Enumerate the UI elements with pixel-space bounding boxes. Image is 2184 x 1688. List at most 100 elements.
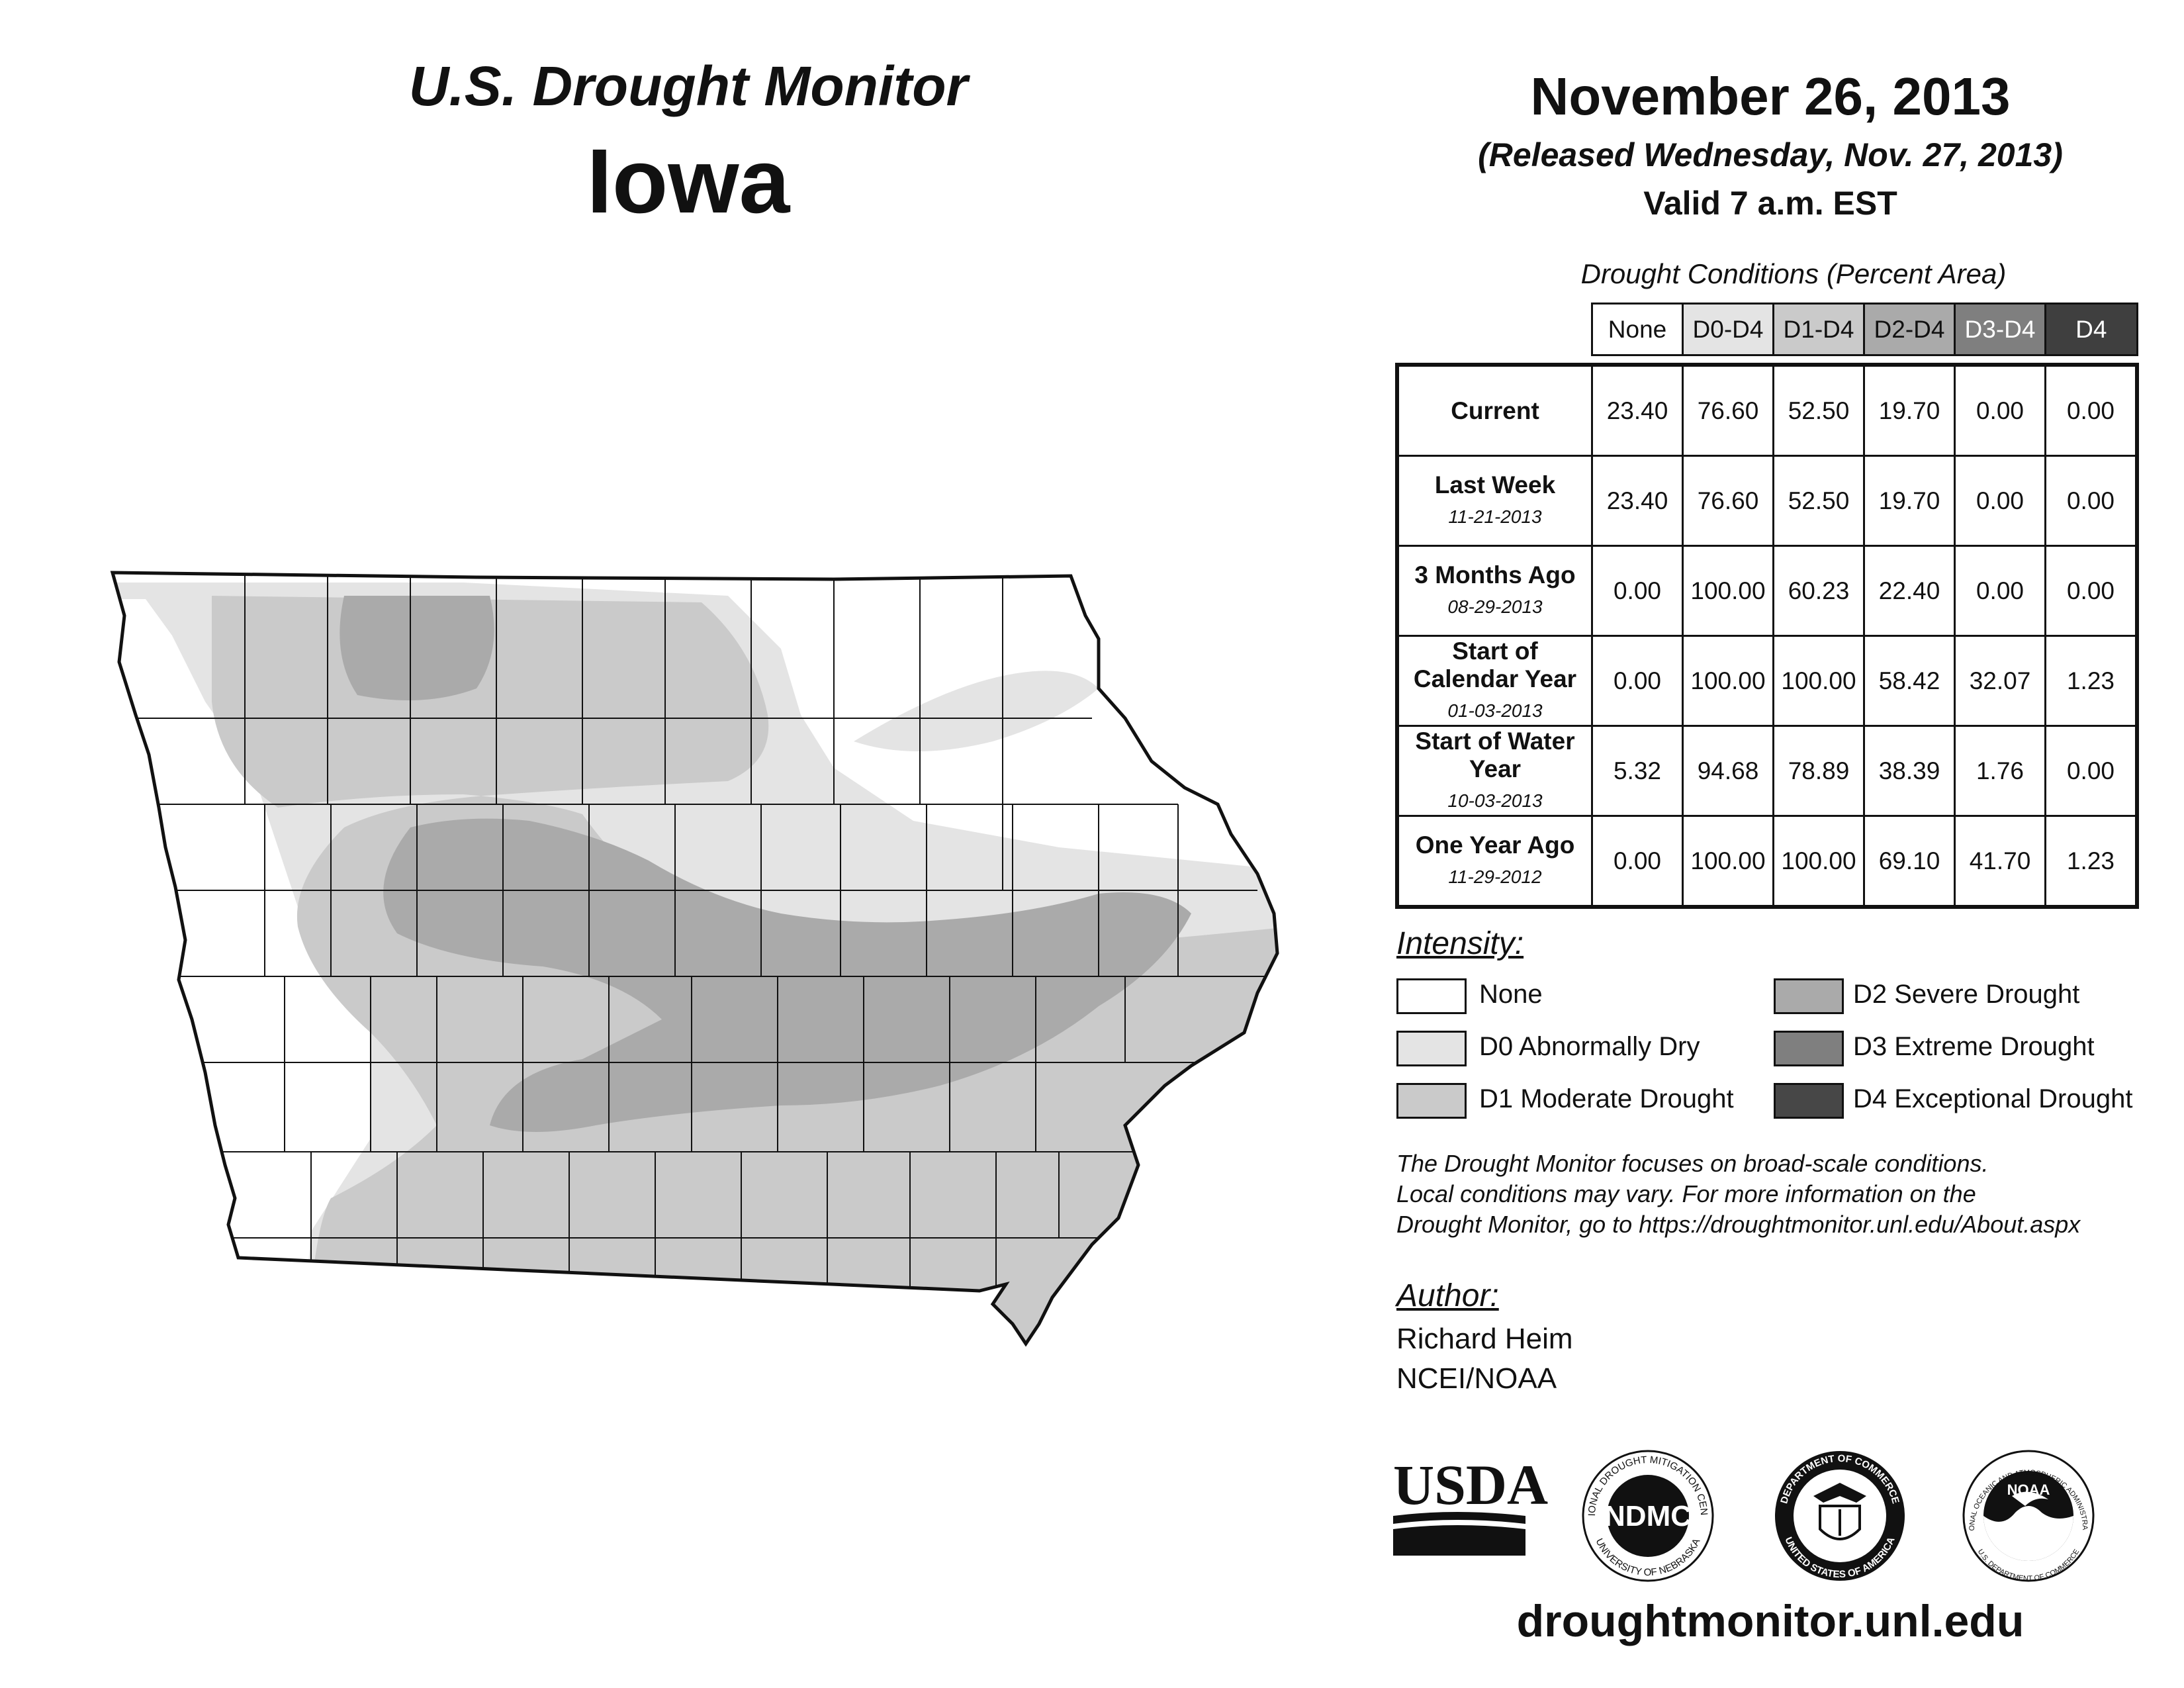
table-caption: Drought Conditions (Percent Area) [1580, 258, 2007, 289]
table-cell: 1.23 [2044, 635, 2138, 727]
valid-time: Valid 7 a.m. EST [1643, 185, 1897, 222]
d2-north-area [340, 596, 494, 700]
table-row: Start of Water Year 10-03-2013 5.32 94.68… [1396, 725, 2138, 817]
noaa-logo: NOAA NATIONAL OCEANIC AND ATMOSPHERIC AD… [1962, 1450, 2095, 1582]
table-row: 3 Months Ago 08-29-2013 0.00 100.00 60.23… [1396, 545, 2138, 637]
table-cell: 0.00 [1954, 455, 2046, 547]
table-cell: 41.70 [1954, 815, 2046, 908]
table-row: Start of Calendar Year 01-03-2013 0.00 10… [1396, 635, 2138, 727]
table-cell: 76.60 [1682, 455, 1774, 547]
table-row: One Year Ago 11-29-2012 0.00 100.00 100.0… [1396, 815, 2138, 908]
table-cell: 1.23 [2044, 815, 2138, 908]
map-date: November 26, 2013 [1530, 67, 2011, 126]
legend-title: Intensity: [1396, 926, 1524, 961]
legend-swatch-d4 [1774, 1083, 1844, 1119]
drought-statistics-table: None D0-D4 D1-D4 D2-D4 D3-D4 D4 Current … [1395, 303, 2139, 909]
table-cell: 19.70 [1863, 455, 1956, 547]
table-cell: 78.89 [1772, 725, 1865, 817]
d0-northeast-area [854, 671, 1099, 751]
table-cell: 100.00 [1772, 815, 1865, 908]
disclaimer-text: The Drought Monitor focuses on broad-sca… [1396, 1149, 2158, 1240]
shield-icon [1819, 1505, 1861, 1540]
table-cell: 69.10 [1863, 815, 1956, 908]
legend-swatch-d3 [1774, 1031, 1844, 1066]
legend-label-d0: D0 Abnormally Dry [1479, 1032, 1700, 1061]
eagle-icon [1813, 1483, 1866, 1503]
table-cell: 0.00 [2044, 725, 2138, 817]
row-label-last-week: Last Week 11-21-2013 [1396, 455, 1593, 547]
table-cell: 100.00 [1682, 815, 1774, 908]
table-cell: 94.68 [1682, 725, 1774, 817]
author-name: Richard Heim [1396, 1323, 1573, 1355]
legend-swatch-d1 [1396, 1083, 1467, 1119]
table-cell: 76.60 [1682, 363, 1774, 457]
seagull-icon [2012, 1491, 2048, 1506]
table-cell: 0.00 [2044, 363, 2138, 457]
table-cell: 23.40 [1591, 455, 1684, 547]
col-header-d4: D4 [2044, 303, 2138, 356]
disclaimer-line: Drought Monitor, go to https://droughtmo… [1396, 1211, 2081, 1238]
legend-swatch-d2 [1774, 978, 1844, 1014]
header-blank [1397, 304, 1592, 355]
table-cell: 0.00 [1591, 815, 1684, 908]
row-label-current: Current [1396, 363, 1593, 457]
table-cell: 1.76 [1954, 725, 2046, 817]
legend-label-d2: D2 Severe Drought [1853, 980, 2080, 1009]
table-cell: 0.00 [1954, 363, 2046, 457]
row-label-start-calendar-year: Start of Calendar Year 01-03-2013 [1396, 635, 1593, 727]
table-cell: 100.00 [1682, 635, 1774, 727]
usda-logo: USDA [1393, 1453, 1548, 1556]
table-cell: 32.07 [1954, 635, 2046, 727]
d2-severe-drought-area [383, 818, 1191, 1132]
map-title: U.S. Drought Monitor [408, 55, 968, 117]
table-cell: 0.00 [2044, 455, 2138, 547]
agency-logos: USDA NDMC NATIONAL DROUGHT MITIGATION CE… [1393, 1450, 2095, 1582]
legend-label-d3: D3 Extreme Drought [1853, 1032, 2095, 1061]
row-label-one-year-ago: One Year Ago 11-29-2012 [1396, 815, 1593, 908]
ndmc-logo: NDMC NATIONAL DROUGHT MITIGATION CENTER … [1582, 1450, 1714, 1582]
usda-text: USDA [1393, 1453, 1548, 1517]
table-cell: 19.70 [1863, 363, 1956, 457]
release-date: (Released Wednesday, Nov. 27, 2013) [1478, 136, 2063, 173]
table-cell: 58.42 [1863, 635, 1956, 727]
state-name: Iowa [586, 130, 790, 232]
legend-swatch-none [1396, 978, 1467, 1014]
author-heading: Author: [1396, 1278, 1499, 1313]
ndmc-text: NDMC [1604, 1500, 1692, 1532]
table-cell: 0.00 [1954, 545, 2046, 637]
table-cell: 0.00 [2044, 545, 2138, 637]
legend-label-none: None [1479, 980, 1543, 1009]
col-header-d1-d4: D1-D4 [1772, 303, 1865, 356]
row-label-3-months-ago: 3 Months Ago 08-29-2013 [1396, 545, 1593, 637]
legend-label-d4: D4 Exceptional Drought [1853, 1084, 2133, 1113]
col-header-d3-d4: D3-D4 [1954, 303, 2046, 356]
legend-label-d1: D1 Moderate Drought [1479, 1084, 1734, 1113]
table-cell: 52.50 [1772, 363, 1865, 457]
iowa-drought-map [110, 571, 1279, 1347]
table-cell: 100.00 [1772, 635, 1865, 727]
disclaimer-line: The Drought Monitor focuses on broad-sca… [1396, 1150, 1989, 1177]
col-header-d2-d4: D2-D4 [1863, 303, 1956, 356]
col-header-none: None [1591, 303, 1684, 356]
doc-seal-logo: DEPARTMENT OF COMMERCE UNITED STATES OF … [1775, 1451, 1905, 1581]
disclaimer-line: Local conditions may vary. For more info… [1396, 1180, 1976, 1207]
noaa-text: NOAA [2007, 1481, 2050, 1498]
website-link[interactable]: droughtmonitor.unl.edu [1516, 1596, 2025, 1646]
table-cell: 0.00 [1591, 635, 1684, 727]
iowa-state-outline [110, 571, 1279, 1347]
table-cell: 38.39 [1863, 725, 1956, 817]
table-row: Current 23.40 76.60 52.50 19.70 0.00 0.0… [1396, 363, 2138, 457]
table-cell: 5.32 [1591, 725, 1684, 817]
table-cell: 52.50 [1772, 455, 1865, 547]
table-header-row: None D0-D4 D1-D4 D2-D4 D3-D4 D4 [1397, 303, 2138, 356]
legend-swatch-d0 [1396, 1031, 1467, 1066]
table-row: Last Week 11-21-2013 23.40 76.60 52.50 19… [1396, 455, 2138, 547]
county-boundaries [113, 576, 1277, 1291]
table-cell: 60.23 [1772, 545, 1865, 637]
table-cell: 22.40 [1863, 545, 1956, 637]
table-cell: 100.00 [1682, 545, 1774, 637]
author-organization: NCEI/NOAA [1396, 1362, 1557, 1395]
row-label-start-water-year: Start of Water Year 10-03-2013 [1396, 725, 1593, 817]
col-header-d0-d4: D0-D4 [1682, 303, 1774, 356]
table-cell: 0.00 [1591, 545, 1684, 637]
